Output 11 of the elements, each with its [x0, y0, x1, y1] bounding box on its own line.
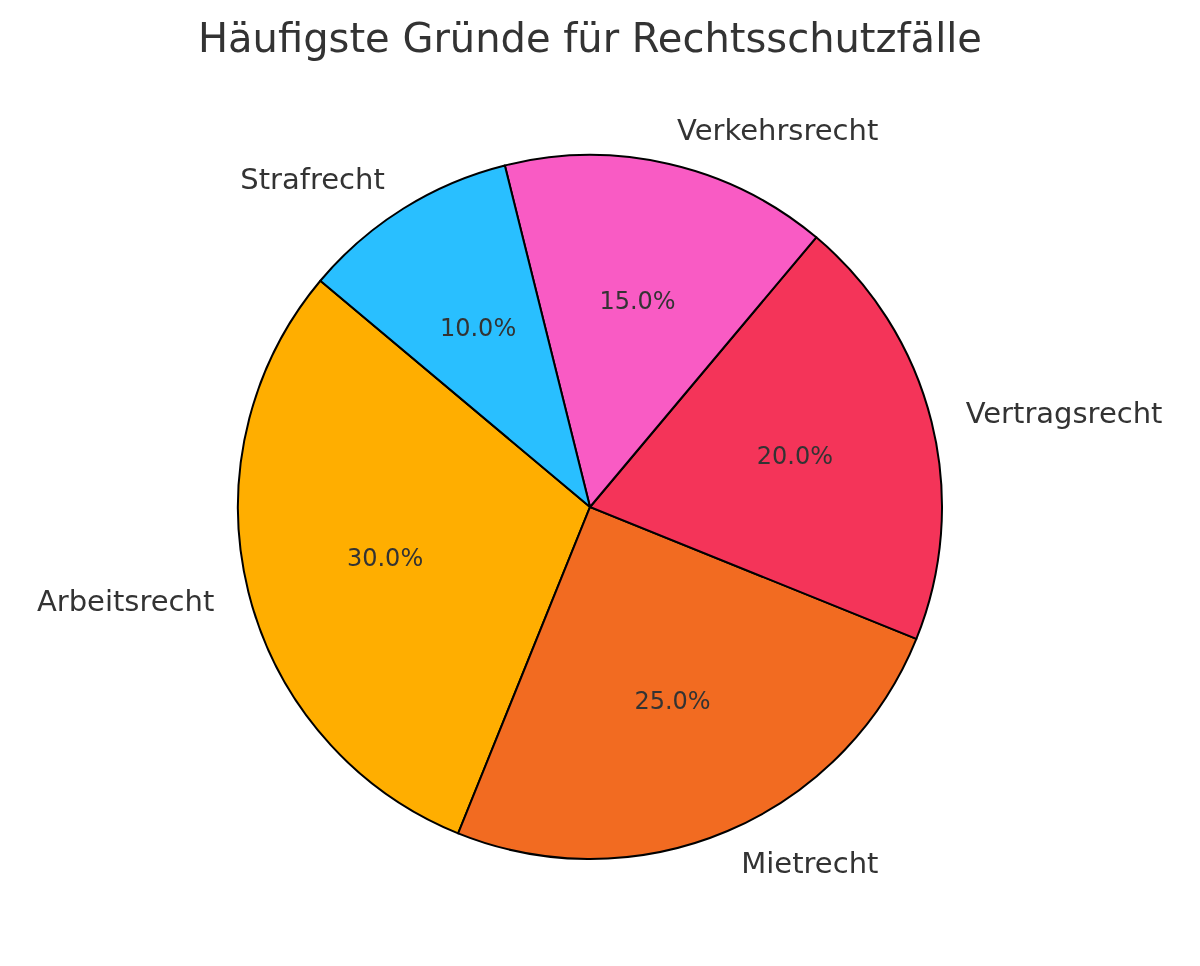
data-label: 10.0%: [439, 313, 517, 342]
data-label: 20.0%: [756, 441, 834, 470]
data-label: 30.0%: [346, 544, 424, 573]
slice-label: Arbeitsrecht: [36, 583, 215, 618]
data-label: 25.0%: [634, 687, 711, 716]
chart-title: Häufigste Gründe für Rechtsschutzfälle: [198, 15, 982, 61]
slice-label: Verkehrsrecht: [677, 112, 879, 147]
slice-label: Vertragsrecht: [965, 396, 1163, 431]
slice-label: Mietrecht: [741, 846, 879, 881]
slice-label: Strafrecht: [240, 161, 385, 196]
data-label: 15.0%: [599, 287, 676, 316]
